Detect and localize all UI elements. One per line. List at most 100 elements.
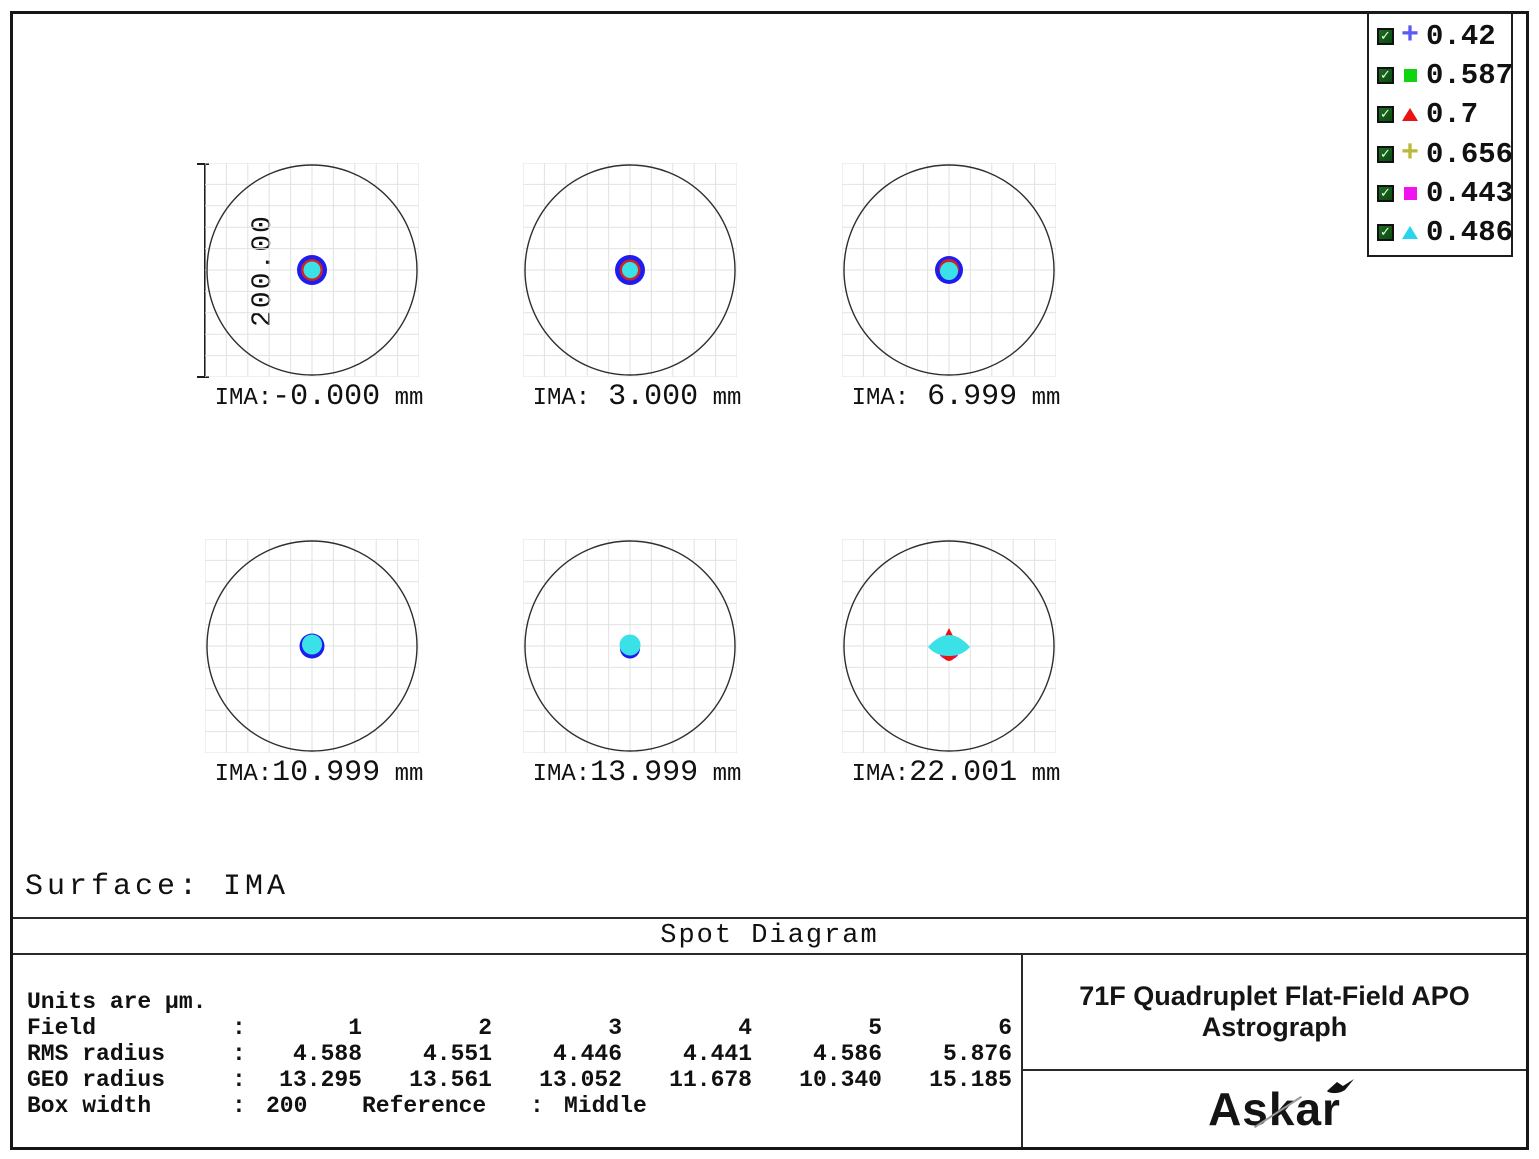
legend-checkbox[interactable]: ✓ — [1377, 106, 1394, 124]
ima-label: IMA: 10.999 mm — [201, 756, 437, 790]
spot-plot — [842, 539, 1056, 753]
legend-item: ✓ + 0.42 — [1377, 17, 1511, 55]
geo-radius-value: 11.678 — [669, 1067, 752, 1093]
rms-radius-value: 4.441 — [682, 1041, 752, 1067]
legend-item: ✓ 0.587 — [1377, 57, 1514, 95]
geo-radius-value: 15.185 — [929, 1067, 1012, 1093]
reference-circle — [843, 164, 1055, 376]
ima-label-unit: mm — [698, 385, 742, 412]
geo-radius-value: 10.340 — [799, 1067, 882, 1093]
ima-label-value: 3.000 — [590, 380, 699, 414]
footer-section: Units are µm. Field:1 2 3 4 5 6 RMS radius:4.… — [13, 955, 1526, 1147]
legend-item: ✓ 0.7 — [1377, 96, 1511, 134]
brand-logo-text: Askar — [1208, 1083, 1341, 1135]
legend-wavelength-label: 0.7 — [1426, 98, 1479, 132]
spot-plot — [205, 163, 419, 377]
rms-radius-value: 4.588 — [292, 1041, 362, 1067]
rms-radius-value: 4.446 — [552, 1041, 622, 1067]
rms-radius-row: RMS radius: 4.588 4.551 4.446 4.441 4.586 5.87… — [27, 1041, 1021, 1067]
spot-diagram-cell: IMA: 6.999 mm — [842, 163, 1060, 414]
reference-circle — [843, 540, 1055, 752]
grid-lines — [523, 539, 737, 753]
legend-marker-icon: + — [1401, 137, 1420, 172]
legend-checkbox[interactable]: ✓ — [1377, 184, 1394, 202]
ima-label-unit: mm — [1017, 385, 1061, 412]
spot-layer — [940, 262, 958, 280]
field-value: 4 — [738, 1015, 752, 1041]
grid-lines — [842, 539, 1056, 753]
ima-label: IMA: 6.999 mm — [838, 380, 1074, 414]
legend-item: ✓ + 0.656 — [1377, 135, 1513, 173]
grid-lines — [523, 163, 737, 377]
spot-diagram-cell: IMA: 13.999 mm — [523, 539, 741, 790]
field-row: Field: 1 2 3 4 5 6 — [27, 1015, 1021, 1041]
scale-bar-tick-bottom — [197, 376, 209, 378]
spot-plot — [523, 539, 737, 753]
legend-marker-icon — [1401, 108, 1419, 121]
geo-radius-value: 13.561 — [409, 1067, 492, 1093]
spot-diagram-window: ✓ + 0.42 ✓ 0.587 ✓ 0.7 ✓ + 0.656 ✓ 0.443… — [10, 11, 1529, 1150]
legend-checkbox[interactable]: ✓ — [1377, 67, 1394, 85]
legend-checkbox[interactable]: ✓ — [1377, 145, 1394, 163]
rms-radius-label: RMS radius — [27, 1041, 166, 1067]
rms-radius-value: 4.551 — [422, 1041, 492, 1067]
info-panel: 71F Quadruplet Flat-Field APO Astrograph… — [1023, 955, 1526, 1147]
geo-radius-value: 13.295 — [279, 1067, 362, 1093]
spot-diagram-cell: IMA: 22.001 mm — [842, 539, 1060, 790]
ima-label-prefix: IMA: — [532, 761, 591, 788]
legend-marker-icon — [1401, 187, 1419, 200]
spot-layer — [928, 635, 970, 656]
ima-label: IMA: 3.000 mm — [519, 380, 755, 414]
legend-item: ✓ 0.443 — [1377, 174, 1513, 212]
wavelength-legend: ✓ + 0.42 ✓ 0.587 ✓ 0.7 ✓ + 0.656 ✓ 0.443… — [1367, 12, 1513, 257]
scale-bar-tick-top — [197, 163, 209, 165]
spot-layer — [303, 261, 321, 279]
spot-layer — [619, 634, 641, 656]
check-icon: ✓ — [1380, 185, 1391, 201]
rms-radius-value: 4.586 — [812, 1041, 882, 1067]
legend-wavelength-label: 0.42 — [1426, 19, 1496, 53]
rms-radius-value: 5.876 — [942, 1041, 1012, 1067]
spot-plot — [842, 163, 1056, 377]
check-icon: ✓ — [1380, 107, 1391, 123]
check-icon: ✓ — [1380, 68, 1391, 84]
legend-marker-icon — [1401, 69, 1419, 82]
legend-item: ✓ 0.486 — [1377, 214, 1514, 252]
legend-wavelength-label: 0.587 — [1426, 59, 1514, 93]
field-value: 1 — [348, 1015, 362, 1041]
spot-diagram-cell: IMA: 3.000 mm — [523, 163, 741, 414]
ima-label-prefix: IMA: — [214, 385, 273, 412]
ima-label-value: 22.001 — [909, 756, 1018, 790]
legend-checkbox[interactable]: ✓ — [1377, 224, 1394, 242]
legend-wavelength-label: 0.486 — [1426, 216, 1514, 250]
ima-label-unit: mm — [380, 385, 424, 412]
grid-lines — [205, 163, 419, 377]
legend-checkbox[interactable]: ✓ — [1377, 27, 1394, 45]
field-value: 2 — [478, 1015, 492, 1041]
spot-plot — [523, 163, 737, 377]
grid-lines — [842, 163, 1056, 377]
field-value: 3 — [608, 1015, 622, 1041]
ima-label-value: 13.999 — [590, 756, 699, 790]
ima-label-unit: mm — [698, 761, 742, 788]
instrument-name: 71F Quadruplet Flat-Field APO Astrograph — [1079, 981, 1470, 1042]
check-icon: ✓ — [1380, 146, 1391, 162]
colon: : — [530, 1093, 544, 1119]
legend-marker-icon: + — [1401, 19, 1420, 54]
ima-label-prefix: IMA: — [851, 761, 910, 788]
colon: : — [232, 1067, 246, 1093]
ima-label: IMA: 13.999 mm — [519, 756, 755, 790]
ima-label: IMA: 22.001 mm — [838, 756, 1074, 790]
plot-area: ✓ + 0.42 ✓ 0.587 ✓ 0.7 ✓ + 0.656 ✓ 0.443… — [13, 12, 1526, 917]
reference-circle — [524, 540, 736, 752]
ima-label-unit: mm — [380, 761, 424, 788]
brand-logo: Askar — [1208, 1079, 1354, 1135]
spot-layer — [302, 634, 322, 655]
ima-label-value: 10.999 — [272, 756, 381, 790]
reference-circle — [524, 164, 736, 376]
check-icon: ✓ — [1380, 225, 1391, 241]
colon: : — [232, 1041, 246, 1067]
field-value: 6 — [998, 1015, 1012, 1041]
grid-lines — [205, 539, 419, 753]
reference-value: Middle — [564, 1093, 647, 1119]
